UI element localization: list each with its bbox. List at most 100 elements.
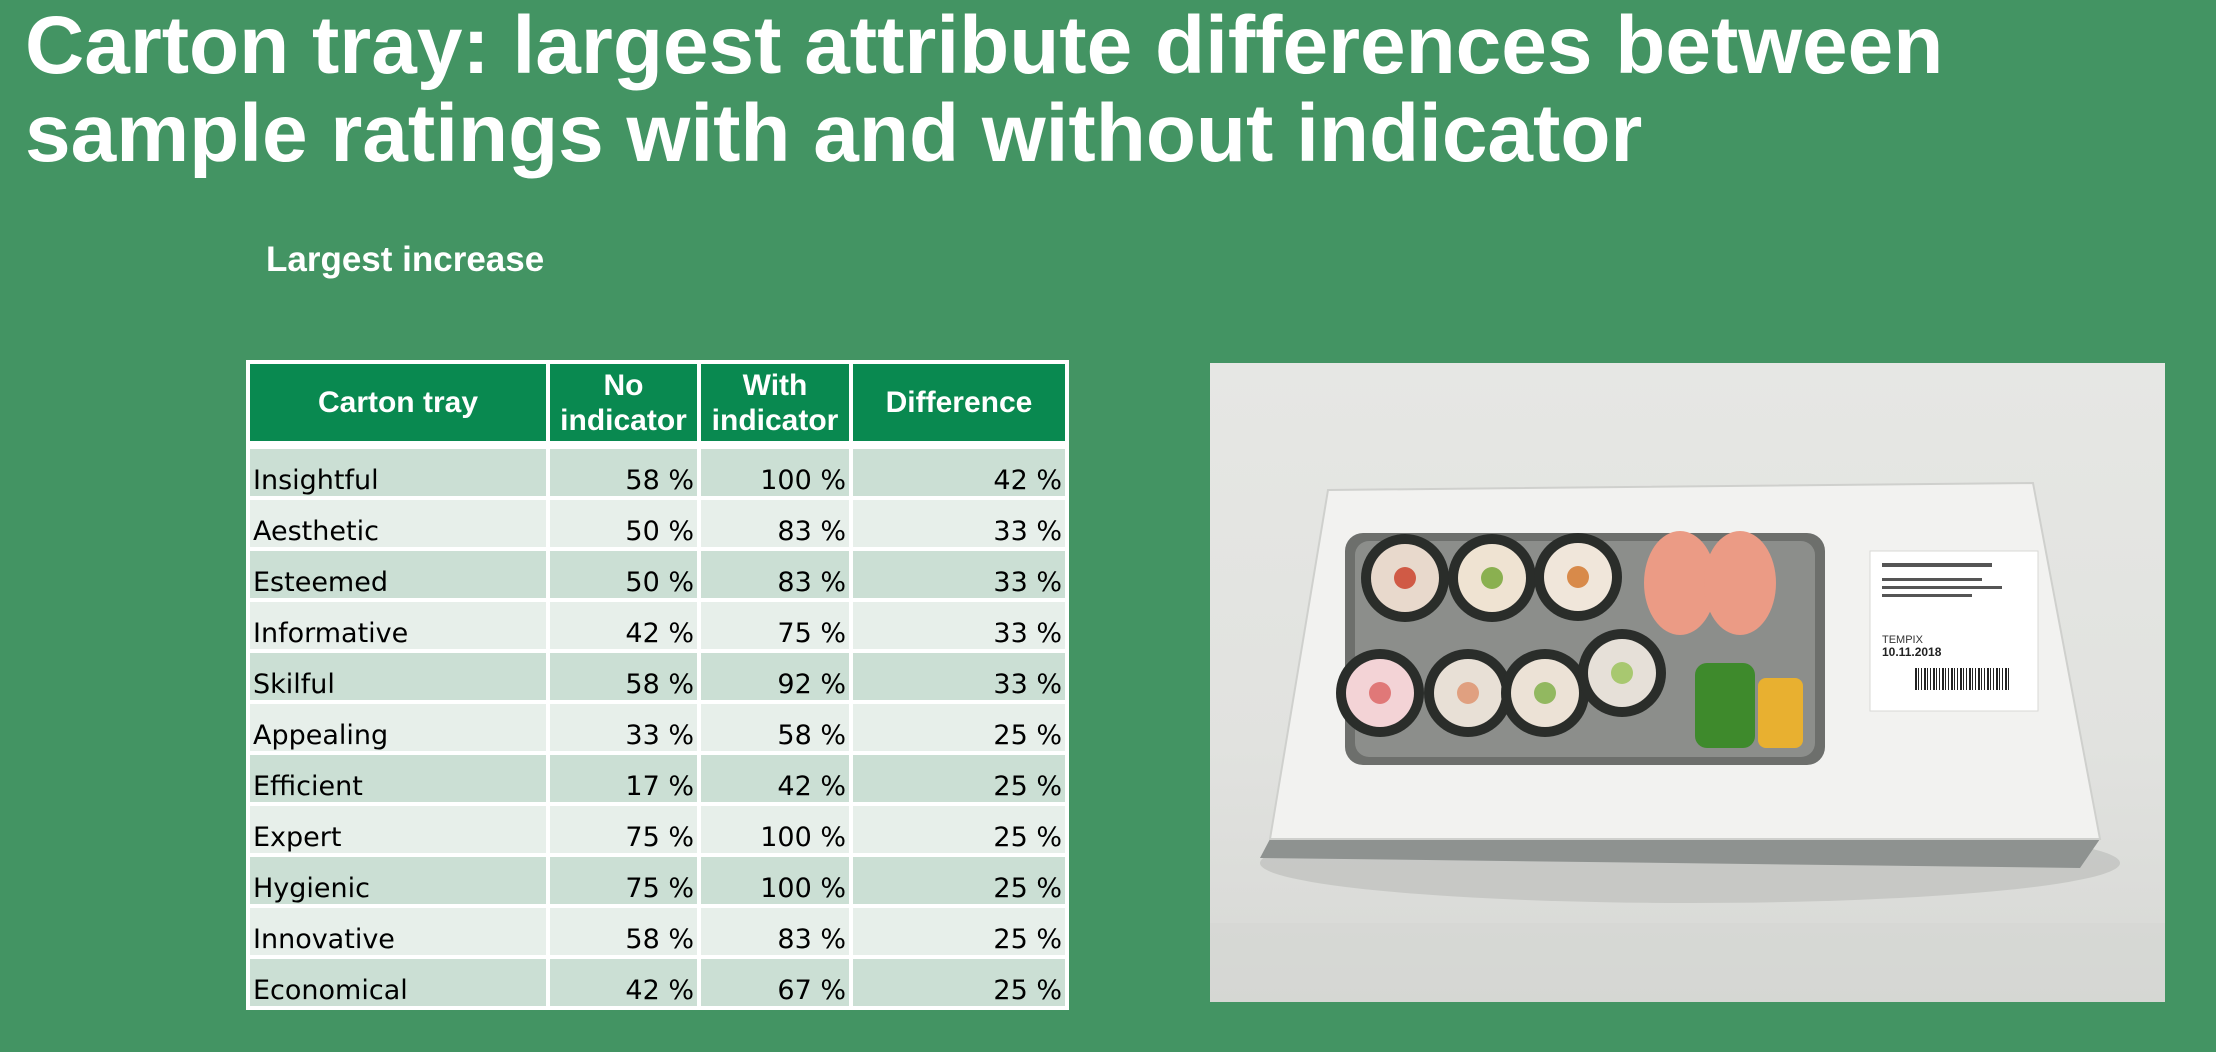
barcode-bar bbox=[1951, 668, 1953, 690]
label-date: 10.11.2018 bbox=[1882, 645, 1942, 659]
barcode-bar bbox=[1990, 668, 1991, 690]
header-carton-tray: Carton tray bbox=[246, 360, 550, 447]
nigiri bbox=[1644, 531, 1716, 635]
sushi-roll bbox=[1567, 566, 1589, 588]
table-body: Insightful 58 % 100 % 42 % Aesthetic 50 % 83 %… bbox=[246, 445, 1069, 1010]
difference-value: 25 % bbox=[849, 855, 1069, 908]
table-subtitle: Largest increase bbox=[266, 240, 545, 279]
barcode-bar bbox=[1984, 668, 1985, 690]
attribute-name: Aesthetic bbox=[246, 498, 550, 551]
table-header-row: Carton tray No indicator With indicator Di… bbox=[246, 360, 1069, 447]
sushi-roll bbox=[1369, 682, 1391, 704]
attribute-name: Appealing bbox=[246, 702, 550, 755]
barcode-bar bbox=[1915, 668, 1917, 690]
barcode-bar bbox=[1972, 668, 1973, 690]
no-indicator-value: 50 % bbox=[546, 549, 701, 602]
sushi-roll bbox=[1457, 682, 1479, 704]
with-indicator-value: 100 % bbox=[697, 804, 853, 857]
barcode-bar bbox=[1918, 668, 1919, 690]
attribute-name: Hygienic bbox=[246, 855, 550, 908]
table-row: Hygienic 75 % 100 % 25 % bbox=[246, 855, 1069, 908]
no-indicator-value: 58 % bbox=[546, 906, 701, 959]
product-photo: TEMPIX 10.11.2018 bbox=[1210, 363, 2165, 1002]
barcode-bar bbox=[1987, 668, 1989, 690]
with-indicator-value: 92 % bbox=[697, 651, 853, 704]
attribute-name: Innovative bbox=[246, 906, 550, 959]
barcode-bar bbox=[1927, 668, 1928, 690]
with-indicator-value: 100 % bbox=[697, 855, 853, 908]
table-row: Efficient 17 % 42 % 25 % bbox=[246, 753, 1069, 806]
barcode-bar bbox=[1999, 668, 2000, 690]
barcode-bar bbox=[1921, 668, 1922, 690]
barcode-bar bbox=[2008, 668, 2009, 690]
difference-value: 25 % bbox=[849, 906, 1069, 959]
nigiri bbox=[1704, 531, 1776, 635]
barcode-bar bbox=[1945, 668, 1946, 690]
with-indicator-value: 83 % bbox=[697, 498, 853, 551]
barcode-bar bbox=[1942, 668, 1944, 690]
barcode-bar bbox=[1939, 668, 1940, 690]
sushi-roll bbox=[1481, 567, 1503, 589]
with-indicator-value: 83 % bbox=[697, 549, 853, 602]
attribute-name: Insightful bbox=[246, 445, 550, 500]
table-row: Skilful 58 % 92 % 33 % bbox=[246, 651, 1069, 704]
sushi-pieces bbox=[1336, 531, 1803, 748]
barcode bbox=[1915, 668, 2009, 690]
table-row: Economical 42 % 67 % 25 % bbox=[246, 957, 1069, 1010]
with-indicator-value: 100 % bbox=[697, 445, 853, 500]
barcode-bar bbox=[1981, 668, 1982, 690]
difference-value: 33 % bbox=[849, 498, 1069, 551]
slide-title: Carton tray: largest attribute differenc… bbox=[25, 0, 1944, 179]
table-row: Insightful 58 % 100 % 42 % bbox=[246, 445, 1069, 500]
barcode-bar bbox=[1948, 668, 1949, 690]
table-row: Expert 75 % 100 % 25 % bbox=[246, 804, 1069, 857]
no-indicator-value: 33 % bbox=[546, 702, 701, 755]
with-indicator-value: 42 % bbox=[697, 753, 853, 806]
difference-value: 25 % bbox=[849, 957, 1069, 1010]
barcode-bar bbox=[1966, 668, 1967, 690]
barcode-bar bbox=[1930, 668, 1931, 690]
sushi-tray-image: TEMPIX 10.11.2018 bbox=[1210, 481, 2165, 1002]
no-indicator-value: 75 % bbox=[546, 804, 701, 857]
barcode-bar bbox=[1969, 668, 1971, 690]
barcode-bar bbox=[1960, 668, 1962, 690]
with-indicator-value: 75 % bbox=[697, 600, 853, 653]
seaweed-salad bbox=[1695, 663, 1755, 748]
table-row: Aesthetic 50 % 83 % 33 % bbox=[246, 498, 1069, 551]
no-indicator-value: 58 % bbox=[546, 445, 701, 500]
barcode-bar bbox=[1996, 668, 1998, 690]
attribute-name: Efficient bbox=[246, 753, 550, 806]
difference-value: 25 % bbox=[849, 753, 1069, 806]
difference-value: 25 % bbox=[849, 804, 1069, 857]
difference-value: 25 % bbox=[849, 702, 1069, 755]
table-row: Innovative 58 % 83 % 25 % bbox=[246, 906, 1069, 959]
barcode-bar bbox=[1933, 668, 1935, 690]
sushi-roll bbox=[1534, 682, 1556, 704]
with-indicator-value: 67 % bbox=[697, 957, 853, 1010]
table-row: Esteemed 50 % 83 % 33 % bbox=[246, 549, 1069, 602]
header-no-indicator: No indicator bbox=[546, 360, 701, 447]
no-indicator-value: 42 % bbox=[546, 957, 701, 1010]
label-brand: TEMPIX bbox=[1882, 634, 1924, 646]
attribute-table: Carton tray No indicator With indicator Di… bbox=[246, 360, 1069, 1010]
barcode-bar bbox=[1975, 668, 1976, 690]
sushi-roll bbox=[1394, 567, 1416, 589]
barcode-bar bbox=[2002, 668, 2003, 690]
attribute-name: Economical bbox=[246, 957, 550, 1010]
barcode-bar bbox=[1936, 668, 1937, 690]
with-indicator-value: 83 % bbox=[697, 906, 853, 959]
no-indicator-value: 42 % bbox=[546, 600, 701, 653]
header-with-indicator: With indicator bbox=[697, 360, 853, 447]
header-difference: Difference bbox=[849, 360, 1069, 447]
table-row: Informative 42 % 75 % 33 % bbox=[246, 600, 1069, 653]
attribute-name: Skilful bbox=[246, 651, 550, 704]
sushi-roll bbox=[1611, 662, 1633, 684]
difference-value: 33 % bbox=[849, 651, 1069, 704]
no-indicator-value: 17 % bbox=[546, 753, 701, 806]
barcode-bar bbox=[1954, 668, 1955, 690]
no-indicator-value: 58 % bbox=[546, 651, 701, 704]
barcode-bar bbox=[1924, 668, 1926, 690]
barcode-bar bbox=[1963, 668, 1964, 690]
attribute-name: Informative bbox=[246, 600, 550, 653]
no-indicator-value: 75 % bbox=[546, 855, 701, 908]
